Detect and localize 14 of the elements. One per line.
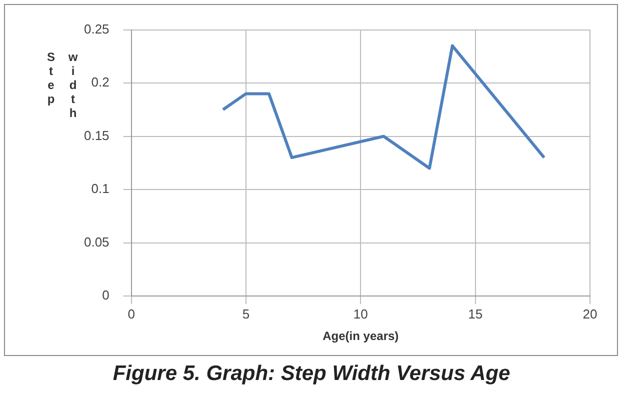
- y-tick-label: 0.05: [84, 234, 110, 250]
- y-tick-label: 0.2: [91, 74, 110, 90]
- x-tick-label: 15: [468, 306, 483, 322]
- y-tick-label: 0.15: [84, 128, 110, 143]
- x-tick-label: 10: [353, 306, 368, 322]
- y-tick-label: 0.1: [91, 181, 110, 196]
- text: Figure 5. Graph: Step Width Versus Age: [112, 362, 512, 386]
- y-tick-label: 0: [102, 288, 110, 303]
- x-tick-label: 20: [582, 306, 598, 322]
- y-tick-label: 0.25: [84, 21, 110, 36]
- x-axis-title: Age(in years): [322, 329, 399, 344]
- x-tick-label: 0: [128, 306, 135, 322]
- x-tick-label: 5: [242, 306, 250, 322]
- y-axis-title: Step width: [43, 50, 81, 122]
